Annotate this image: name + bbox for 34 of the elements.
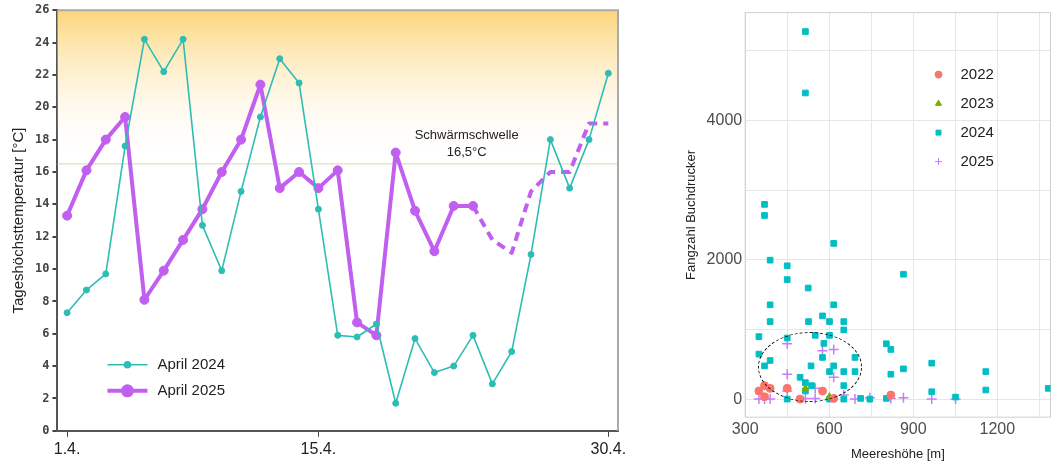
x-tick-label: 600: [815, 420, 843, 438]
y-tick-label: 22: [35, 67, 50, 82]
x-tick-label: 900: [899, 420, 927, 438]
y-tick-label: 12: [35, 228, 50, 243]
y-axis-title: Fangzahl Buchdrucker: [683, 149, 699, 280]
x-tick-label: 300: [731, 420, 759, 438]
y-tick-label: 0: [42, 422, 50, 437]
legend-label: 2024: [960, 122, 994, 140]
x-tick-label: 1.4.: [53, 439, 81, 457]
y-tick-label: 8: [42, 293, 50, 308]
y-tick-label: 0: [733, 389, 743, 407]
x-tick-label: 1200: [979, 420, 1016, 438]
y-tick-label: 10: [35, 261, 50, 276]
x-tick-label: 30.4.: [590, 439, 627, 457]
x-tick-label: 15.4.: [300, 439, 337, 457]
y-tick-label: 2000: [706, 250, 743, 268]
y-tick-label: 2: [42, 390, 50, 405]
legend-label: 2022: [960, 64, 994, 82]
y-tick-label: 4: [42, 358, 50, 373]
y-tick-label: 4000: [706, 110, 743, 128]
y-axis-title: Tageshöchsttemperatur [°C]: [9, 127, 27, 314]
y-tick-label: 24: [35, 34, 50, 49]
y-tick-label: 6: [42, 325, 50, 340]
legend-label: 2025: [960, 151, 994, 169]
y-tick-label: 18: [35, 131, 50, 146]
legend-label: 2023: [960, 93, 994, 111]
y-tick-label: 16: [35, 164, 50, 179]
y-tick-label: 26: [35, 2, 50, 17]
legend-label: April 2025: [157, 380, 225, 398]
y-tick-label: 14: [35, 196, 50, 211]
ref-line-label: Schwärmschwelle 16,5°C: [414, 126, 519, 159]
x-axis-title: Meereshöhe [m]: [850, 445, 945, 461]
legend-label: April 2024: [157, 354, 225, 372]
y-tick-label: 20: [35, 99, 50, 114]
